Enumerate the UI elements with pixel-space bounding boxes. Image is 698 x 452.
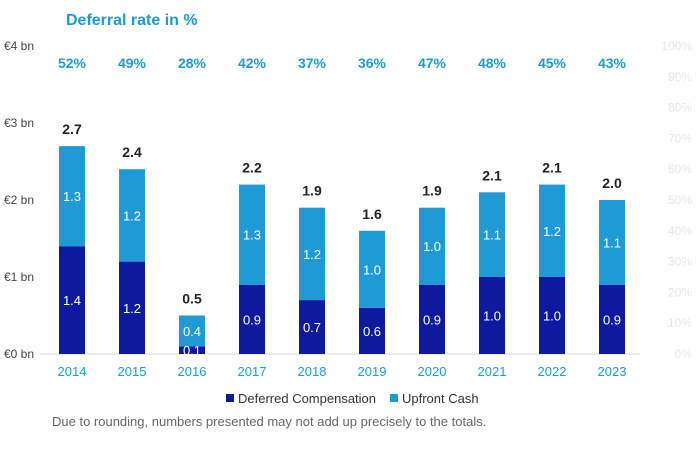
data-label-deferred: 0.7	[303, 320, 321, 335]
y-tick-label: €0 bn	[4, 347, 34, 361]
x-tick-label: 2015	[118, 364, 147, 379]
x-tick-label: 2017	[238, 364, 267, 379]
total-label: 2.2	[242, 160, 262, 176]
bar-upfront-cash	[239, 184, 265, 285]
chart-title: Deferral rate in %	[66, 12, 198, 29]
deferral-rate-label: 48%	[478, 55, 507, 71]
data-label-upfront: 1.2	[543, 224, 561, 239]
data-label-deferred: 1.2	[123, 301, 141, 316]
data-label-upfront: 1.3	[63, 189, 81, 204]
deferral-rate-label: 42%	[238, 55, 267, 71]
x-tick-label: 2018	[298, 364, 327, 379]
data-label-deferred: 0.9	[423, 312, 441, 327]
bar-upfront-cash	[179, 315, 205, 347]
deferral-rate-label: 47%	[418, 55, 447, 71]
data-label-upfront: 1.1	[483, 228, 501, 243]
total-label: 2.7	[62, 121, 82, 137]
deferral-rate-label: 49%	[118, 55, 147, 71]
deferral-rate-label: 45%	[538, 55, 567, 71]
data-label-upfront: 1.0	[363, 262, 381, 277]
bar-upfront-cash	[599, 200, 625, 285]
deferral-rate-label: 37%	[298, 55, 327, 71]
total-label: 2.4	[122, 144, 142, 160]
y2-tick-label: 40%	[668, 224, 692, 238]
x-tick-label: 2021	[478, 364, 507, 379]
bar-deferred-compensation	[119, 261, 145, 354]
bar-upfront-cash	[419, 207, 445, 285]
bar-upfront-cash	[59, 146, 85, 247]
total-label: 1.6	[362, 206, 382, 222]
bar-deferred-compensation	[359, 307, 385, 354]
bar-upfront-cash	[359, 230, 385, 308]
deferral-rate-label: 52%	[58, 55, 87, 71]
bar-deferred-compensation	[179, 346, 205, 354]
y2-tick-label: 50%	[668, 193, 692, 207]
bar-upfront-cash	[299, 207, 325, 301]
bar-deferred-compensation	[539, 277, 565, 354]
data-label-upfront: 1.0	[423, 239, 441, 254]
y-tick-label: €2 bn	[4, 193, 34, 207]
data-label-deferred: 1.4	[63, 293, 81, 308]
data-label-deferred: 1.0	[543, 309, 561, 324]
total-label: 1.9	[422, 183, 442, 199]
data-label-upfront: 0.4	[183, 324, 201, 339]
bar-deferred-compensation	[239, 284, 265, 354]
data-label-upfront: 1.2	[123, 208, 141, 223]
y2-tick-label: 80%	[668, 101, 692, 115]
data-label-upfront: 1.1	[603, 235, 621, 250]
x-tick-label: 2019	[358, 364, 387, 379]
deferral-rate-label: 36%	[358, 55, 387, 71]
bar-deferred-compensation	[59, 246, 85, 354]
y2-tick-label: 100%	[661, 39, 692, 53]
deferral-rate-label: 28%	[178, 55, 207, 71]
data-label-deferred: 0.9	[243, 312, 261, 327]
bar-deferred-compensation	[599, 284, 625, 354]
data-label-upfront: 1.3	[243, 228, 261, 243]
data-label-deferred: 0.6	[363, 324, 381, 339]
total-label: 2.1	[542, 160, 562, 176]
footnote: Due to rounding, numbers presented may n…	[52, 414, 487, 429]
legend-label-upfront-cash: Upfront Cash	[402, 391, 479, 406]
x-tick-label: 2014	[58, 364, 87, 379]
legend-label-deferred-compensation: Deferred Compensation	[238, 391, 376, 406]
bar-upfront-cash	[539, 184, 565, 277]
data-label-deferred: 1.0	[483, 309, 501, 324]
y2-tick-label: 30%	[668, 255, 692, 269]
y-tick-label: €3 bn	[4, 116, 34, 130]
y-tick-label: €4 bn	[4, 39, 34, 53]
bar-upfront-cash	[119, 169, 145, 262]
data-label-deferred: 0.1	[183, 343, 201, 358]
total-label: 2.1	[482, 167, 502, 183]
bar-deferred-compensation	[299, 300, 325, 354]
data-label-upfront: 1.2	[303, 247, 321, 262]
x-tick-label: 2022	[538, 364, 567, 379]
y2-tick-label: 20%	[668, 285, 692, 299]
y-tick-label: €1 bn	[4, 270, 34, 284]
x-tick-label: 2020	[418, 364, 447, 379]
legend-swatch-upfront-cash	[390, 394, 398, 402]
x-tick-label: 2016	[178, 364, 207, 379]
bar-upfront-cash	[479, 192, 505, 277]
y2-tick-label: 60%	[668, 162, 692, 176]
y2-tick-label: 90%	[668, 70, 692, 84]
y2-tick-label: 70%	[668, 131, 692, 145]
legend-swatch-deferred-compensation	[226, 394, 234, 402]
y2-tick-label: 0%	[675, 347, 693, 361]
x-tick-label: 2023	[598, 364, 627, 379]
deferral-rate-label: 43%	[598, 55, 627, 71]
bar-deferred-compensation	[419, 284, 445, 354]
total-label: 0.5	[182, 291, 202, 307]
total-label: 2.0	[602, 175, 622, 191]
y2-tick-label: 10%	[668, 316, 692, 330]
bar-deferred-compensation	[479, 277, 505, 354]
data-label-deferred: 0.9	[603, 312, 621, 327]
total-label: 1.9	[302, 183, 322, 199]
